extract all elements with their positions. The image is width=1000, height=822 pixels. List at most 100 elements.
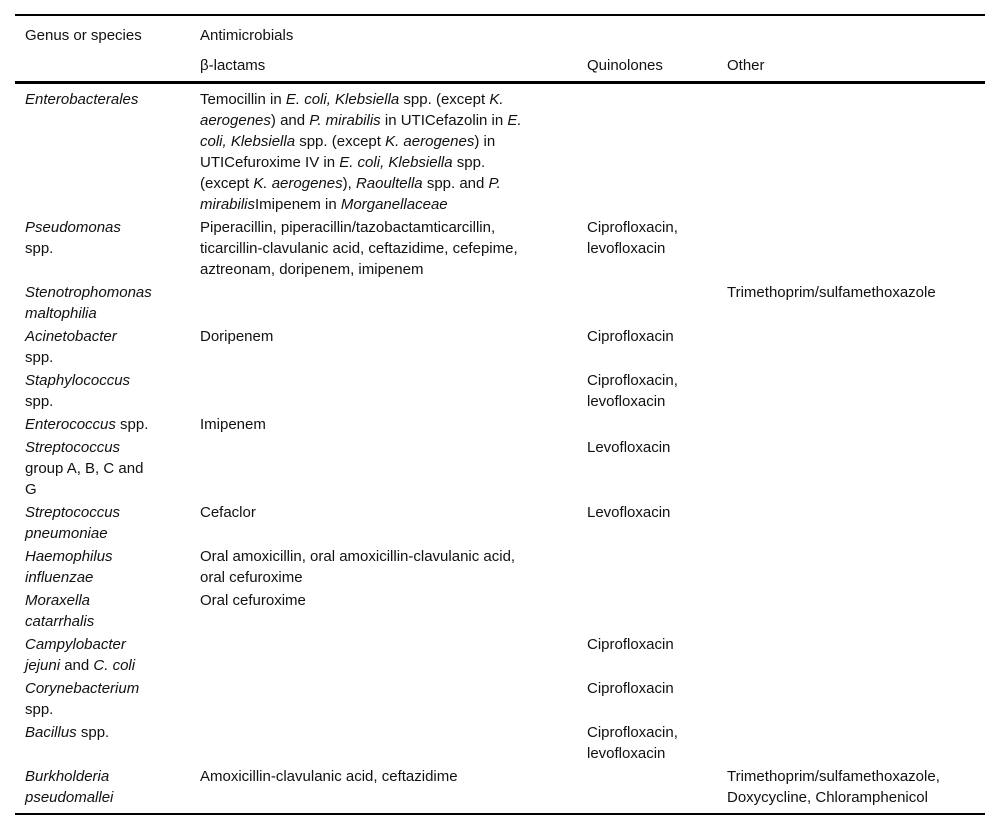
cell-line: levofloxacin [587, 240, 666, 257]
cell-line: Bacillus spp. [25, 724, 110, 741]
cell-line: Ciprofloxacin [587, 328, 674, 345]
cell-line: Haemophilus [25, 548, 113, 565]
header-row-2: β-lactams Quinolones Other [15, 55, 985, 76]
cell-line: Oral cefuroxime [200, 592, 306, 609]
table-row: Campylobacter jejuni and C. coli Ciproflox… [15, 634, 985, 676]
cell-line: oral cefuroxime [200, 569, 303, 586]
other-cell: Trimethoprim/sulfamethoxazole [727, 282, 985, 303]
cell-line: Ciprofloxacin [587, 680, 674, 697]
beta-lactams-cell: Imipenem [200, 414, 587, 435]
cell-line: Ciprofloxacin, [587, 724, 678, 741]
header-row-1: Genus or species Antimicrobials [15, 25, 985, 46]
antimicrobials-table: Genus or species Antimicrobials β-lactam… [15, 14, 985, 815]
genus-cell: Bacillus spp. [15, 722, 200, 743]
cell-line: spp. [25, 701, 54, 718]
beta-lactams-cell: Oral cefuroxime [200, 590, 587, 611]
quinolones-cell: Ciprofloxacin [587, 326, 727, 347]
cell-line: Piperacillin, piperacillin/tazobactamtic… [200, 219, 496, 236]
genus-cell: Staphylococcus spp. [15, 370, 200, 412]
cell-line: Trimethoprim/sulfamethoxazole [727, 284, 936, 301]
cell-line: spp. [25, 393, 54, 410]
cell-line: Ciprofloxacin [587, 636, 674, 653]
cell-line: Cefaclor [200, 504, 256, 521]
cell-line: Moraxella [25, 592, 91, 609]
table-row: Bacillus spp. Ciprofloxacin, levofloxacin [15, 722, 985, 764]
genus-cell: Streptococcus group A, B, C and G [15, 437, 200, 500]
cell-line: maltophilia [25, 305, 97, 322]
cell-line: pseudomallei [25, 789, 114, 806]
table-row: Acinetobacter spp. Doripenem Ciprofloxacin [15, 326, 985, 368]
table-row: Streptococcus pneumoniae Cefaclor Levofloxa… [15, 502, 985, 544]
cell-line: G [25, 481, 37, 498]
cell-line: UTICefuroxime IV in E. coli, Klebsiella … [200, 154, 486, 171]
antimicrobials-span-header: Antimicrobials [200, 27, 294, 44]
cell-line: spp. [25, 349, 54, 366]
beta-lactams-cell: Cefaclor [200, 502, 587, 523]
cell-line: Ciprofloxacin, [587, 219, 678, 236]
cell-line: aztreonam, doripenem, imipenem [200, 261, 424, 278]
cell-line: pneumoniae [25, 525, 108, 542]
table-row: Moraxella catarrhalis Oral cefuroxime [15, 590, 985, 632]
quinolones-column-header: Quinolones [587, 57, 663, 74]
cell-line: group A, B, C and [25, 460, 144, 477]
cell-line: ticarcillin-clavulanic acid, ceftazidime… [200, 240, 518, 257]
cell-line: Corynebacterium [25, 680, 140, 697]
genus-cell: Moraxella catarrhalis [15, 590, 200, 632]
cell-line: Streptococcus [25, 504, 121, 521]
cell-line: Burkholderia [25, 768, 110, 785]
cell-line: Amoxicillin-clavulanic acid, ceftazidime [200, 768, 458, 785]
cell-line: Enterobacterales [25, 91, 139, 108]
beta-lactams-cell: Temocillin in E. coli, Klebsiella spp. (… [200, 89, 587, 215]
quinolones-cell: Ciprofloxacin, levofloxacin [587, 370, 727, 412]
cell-line: Campylobacter [25, 636, 126, 653]
table-row: Streptococcus group A, B, C and G Levofloxa… [15, 437, 985, 500]
genus-cell: Burkholderia pseudomallei [15, 766, 200, 808]
cell-line: Streptococcus [25, 439, 121, 456]
cell-line: Doripenem [200, 328, 274, 345]
quinolones-cell: Levofloxacin [587, 502, 727, 523]
genus-cell: Enterococcus spp. [15, 414, 200, 435]
genus-cell: Corynebacterium spp. [15, 678, 200, 720]
beta-lactams-column-header: β-lactams [200, 57, 266, 74]
cell-line: Stenotrophomonas [25, 284, 152, 301]
cell-line: spp. [25, 240, 54, 257]
genus-cell: Haemophilus influenzae [15, 546, 200, 588]
quinolones-cell: Levofloxacin [587, 437, 727, 458]
cell-line: Doxycycline, Chloramphenicol [727, 789, 928, 806]
table-header: Genus or species Antimicrobials β-lactam… [15, 16, 985, 84]
cell-line: Imipenem [200, 416, 266, 433]
quinolones-cell: Ciprofloxacin, levofloxacin [587, 722, 727, 764]
cell-line: catarrhalis [25, 613, 95, 630]
quinolones-cell: Ciprofloxacin, levofloxacin [587, 217, 727, 259]
cell-line: Staphylococcus [25, 372, 131, 389]
cell-line: Acinetobacter [25, 328, 117, 345]
cell-line: Pseudomonas [25, 219, 121, 236]
genus-cell: Acinetobacter spp. [15, 326, 200, 368]
other-cell: Trimethoprim/sulfamethoxazole, Doxycyclin… [727, 766, 985, 808]
genus-cell: Campylobacter jejuni and C. coli [15, 634, 200, 676]
genus-cell: Pseudomonas spp. [15, 217, 200, 259]
table-row: Corynebacterium spp. Ciprofloxacin [15, 678, 985, 720]
genus-cell: Streptococcus pneumoniae [15, 502, 200, 544]
cell-line: coli, Klebsiella spp. (except K. aerogen… [200, 133, 496, 150]
table-row: Enterobacterales Temocillin in E. coli, K… [15, 89, 985, 215]
cell-line: Oral amoxicillin, oral amoxicillin-clavu… [200, 548, 516, 565]
cell-line: Temocillin in E. coli, Klebsiella spp. (… [200, 91, 504, 108]
other-column-header: Other [727, 57, 765, 74]
table-row: Staphylococcus spp. Ciprofloxacin, levoflox… [15, 370, 985, 412]
beta-lactams-cell: Amoxicillin-clavulanic acid, ceftazidime [200, 766, 587, 787]
genus-cell: Enterobacterales [15, 89, 200, 110]
table-row: Stenotrophomonas maltophilia Trimethoprim/… [15, 282, 985, 324]
cell-line: jejuni and C. coli [25, 657, 136, 674]
cell-line: Ciprofloxacin, [587, 372, 678, 389]
cell-line: levofloxacin [587, 393, 666, 410]
genus-cell: Stenotrophomonas maltophilia [15, 282, 200, 324]
cell-line: Enterococcus spp. [25, 416, 149, 433]
beta-lactams-cell: Piperacillin, piperacillin/tazobactamtic… [200, 217, 587, 280]
cell-line: Levofloxacin [587, 504, 671, 521]
genus-column-header: Genus or species [25, 27, 142, 44]
quinolones-cell: Ciprofloxacin [587, 678, 727, 699]
table-body: Enterobacterales Temocillin in E. coli, K… [15, 84, 985, 813]
table-row: Haemophilus influenzae Oral amoxicillin, o… [15, 546, 985, 588]
cell-line: (except K. aerogenes), Raoultella spp. a… [200, 175, 501, 192]
